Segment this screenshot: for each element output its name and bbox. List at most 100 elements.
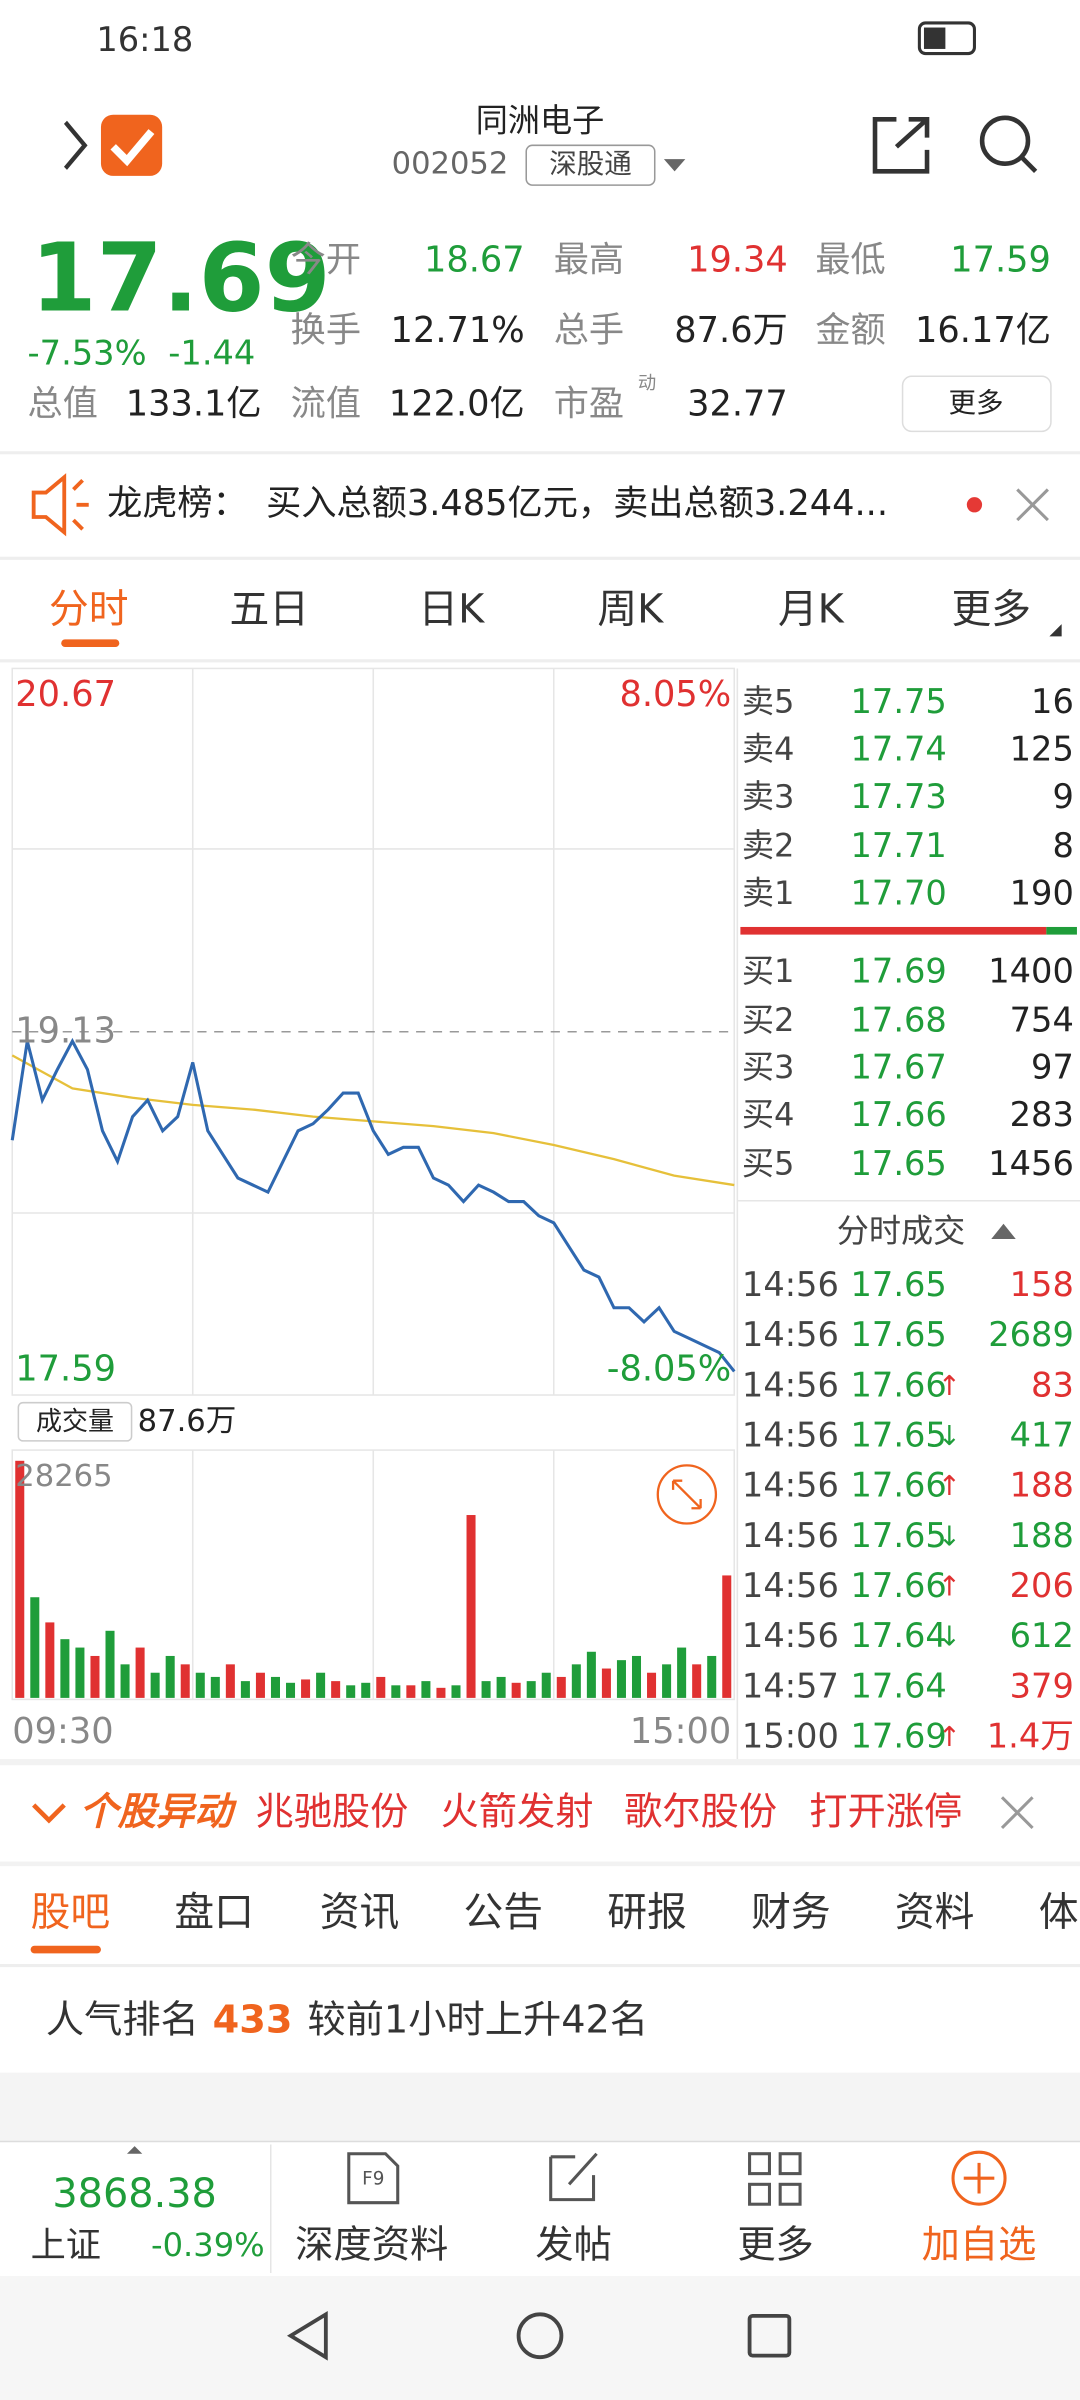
book-price: 17.74 bbox=[851, 730, 947, 769]
chart-tab[interactable]: 日K bbox=[418, 586, 485, 632]
alert-item[interactable]: 火箭发射 bbox=[441, 1791, 594, 1835]
stat-value: 19.34 bbox=[687, 240, 788, 281]
book-volume: 16 bbox=[1031, 682, 1074, 721]
volume-bar bbox=[722, 1575, 732, 1698]
volume-bar bbox=[677, 1647, 687, 1698]
trade-price: 17.66 bbox=[851, 1466, 947, 1505]
stat-label: 今开 bbox=[291, 240, 361, 281]
close-icon[interactable] bbox=[1000, 1796, 1034, 1829]
index-value[interactable]: 3868.38 bbox=[52, 2171, 216, 2217]
toolbar-button[interactable]: 深度资料 bbox=[295, 2224, 448, 2268]
add-plus bbox=[963, 2162, 995, 2194]
trade-time: 14:56 bbox=[742, 1566, 839, 1605]
nav-back[interactable] bbox=[286, 2310, 328, 2361]
ask-bid-ratio-green bbox=[1046, 926, 1077, 935]
tab-underline bbox=[30, 1945, 101, 1954]
speaker-icon bbox=[31, 473, 89, 537]
trade-volume: 188 bbox=[1010, 1466, 1074, 1505]
forum-tab[interactable]: 财务 bbox=[751, 1890, 831, 1936]
volume-bar bbox=[30, 1597, 40, 1698]
chart-tab[interactable]: 分时 bbox=[49, 586, 129, 632]
volume-bar bbox=[707, 1655, 717, 1698]
trade-arrow: ↑ bbox=[938, 1570, 961, 1602]
alert-item[interactable]: 打开涨停 bbox=[809, 1791, 962, 1835]
book-price: 17.70 bbox=[851, 873, 947, 912]
nav-home[interactable] bbox=[516, 2312, 564, 2360]
trade-volume: 612 bbox=[1010, 1616, 1074, 1655]
book-price: 17.75 bbox=[851, 682, 947, 721]
book-label: 卖5 bbox=[742, 683, 795, 721]
more-button[interactable] bbox=[901, 375, 1052, 433]
volume-bar bbox=[586, 1651, 596, 1698]
forum-tab[interactable]: 资料 bbox=[895, 1890, 975, 1936]
more-label[interactable]: 更多 bbox=[948, 387, 1003, 419]
trade-time: 14:57 bbox=[742, 1666, 839, 1705]
trade-price: 17.65 bbox=[851, 1265, 947, 1304]
chart-tab[interactable]: 五日 bbox=[229, 586, 309, 632]
stock-tag: 深股通 bbox=[549, 148, 632, 180]
share-icon[interactable] bbox=[872, 117, 930, 174]
battery-level bbox=[923, 27, 946, 49]
trade-time: 15:00 bbox=[742, 1716, 839, 1755]
index-change: -0.39% bbox=[151, 2226, 265, 2264]
trade-time: 14:56 bbox=[742, 1415, 839, 1454]
stat-value: 18.67 bbox=[424, 240, 525, 281]
toolbar-button[interactable]: 更多 bbox=[737, 2224, 813, 2268]
search-handle bbox=[1020, 155, 1038, 173]
chevron-icon[interactable] bbox=[32, 1803, 66, 1824]
trade-volume: 158 bbox=[1010, 1265, 1074, 1304]
stat-label: 总手 bbox=[554, 310, 624, 351]
trade-price: 17.64 bbox=[851, 1666, 947, 1705]
toolbar-icons bbox=[347, 2152, 802, 2206]
volume-bar bbox=[571, 1664, 581, 1698]
toolbar-button[interactable]: 发帖 bbox=[535, 2224, 611, 2268]
app-check bbox=[110, 129, 155, 167]
back-icon[interactable] bbox=[63, 120, 88, 170]
trade-arrow: ↑ bbox=[938, 1370, 961, 1402]
volume-bar bbox=[150, 1672, 160, 1698]
stat-value: 17.59 bbox=[950, 240, 1051, 281]
tab-more-icon bbox=[1049, 624, 1062, 637]
search-icon[interactable] bbox=[979, 115, 1031, 166]
volume-bar bbox=[180, 1664, 190, 1698]
book-volume: 9 bbox=[1052, 777, 1073, 816]
forum-tab[interactable]: 公告 bbox=[464, 1890, 544, 1936]
trades-title[interactable]: 分时成交 bbox=[837, 1212, 965, 1250]
index-toggle[interactable] bbox=[126, 2146, 143, 2154]
volume-bar bbox=[286, 1682, 296, 1698]
grid-icon bbox=[748, 2152, 771, 2176]
nav-recent[interactable] bbox=[747, 2313, 792, 2358]
f9-icon bbox=[347, 2152, 400, 2205]
volume-total: 87.6万 bbox=[138, 1404, 237, 1439]
price-line bbox=[10, 1037, 736, 1373]
chart-tab[interactable]: 周K bbox=[597, 586, 664, 632]
chart-tab[interactable]: 月K bbox=[778, 586, 845, 632]
stat-value: 122.0亿 bbox=[389, 383, 525, 424]
volume-bar bbox=[270, 1676, 280, 1698]
avg-line bbox=[11, 1054, 735, 1187]
volume-tag bbox=[17, 1401, 133, 1442]
alert-item[interactable]: 兆驰股份 bbox=[255, 1791, 408, 1835]
trade-time: 14:56 bbox=[742, 1315, 839, 1354]
time-start: 09:30 bbox=[12, 1711, 113, 1752]
volume-bar bbox=[105, 1630, 115, 1698]
forum-tab[interactable]: 体 bbox=[1039, 1890, 1079, 1936]
close-icon[interactable] bbox=[1016, 488, 1049, 522]
pe-note: 动 bbox=[638, 373, 656, 394]
dropdown-icon[interactable] bbox=[663, 159, 686, 172]
chart-tab[interactable]: 更多 bbox=[952, 586, 1032, 632]
toolbar-button[interactable]: 加自选 bbox=[922, 2224, 1037, 2268]
stock-code: 002052 bbox=[392, 147, 509, 182]
stat-label: 流值 bbox=[291, 383, 361, 424]
book-volume: 1456 bbox=[988, 1144, 1074, 1183]
f9-label: F9 bbox=[362, 2169, 384, 2190]
forum-tab[interactable]: 股吧 bbox=[31, 1890, 111, 1936]
forum-tab[interactable]: 资讯 bbox=[320, 1890, 400, 1936]
alert-item[interactable]: 歌尔股份 bbox=[624, 1791, 777, 1835]
forum-tab[interactable]: 研报 bbox=[607, 1890, 687, 1936]
volume-bar bbox=[255, 1672, 265, 1698]
trade-arrow: ↓ bbox=[938, 1420, 961, 1452]
book-price: 17.68 bbox=[851, 1000, 947, 1039]
forum-tab[interactable]: 盘口 bbox=[174, 1890, 254, 1936]
